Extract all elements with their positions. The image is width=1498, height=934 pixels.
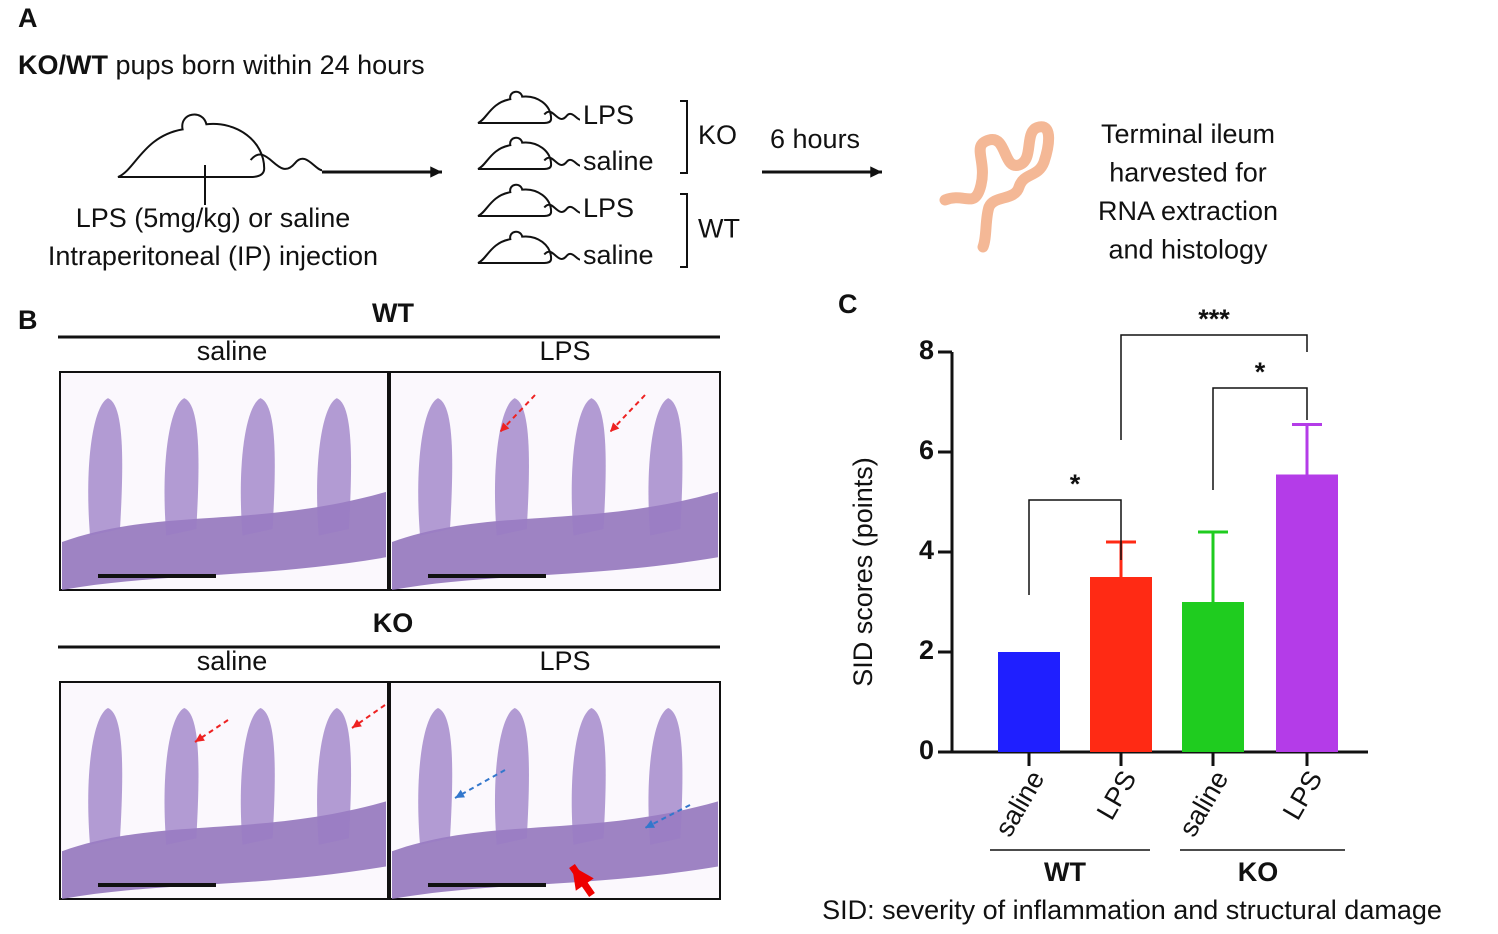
tissue	[62, 801, 386, 899]
significance-bracket	[1028, 499, 1122, 595]
villus	[571, 708, 606, 845]
treatment: LPS	[583, 100, 634, 130]
villus	[317, 398, 352, 536]
villus	[648, 398, 683, 536]
villus	[164, 398, 199, 536]
x-tick-label: saline	[989, 766, 1050, 842]
injection-text: LPS (5mg/kg) or saline	[76, 203, 351, 233]
bar	[1276, 474, 1338, 752]
footnote: SID: severity of inflammation and struct…	[822, 895, 1442, 925]
mouse-icon	[477, 136, 581, 170]
group-name: WT	[698, 214, 740, 244]
y-tick-label: 4	[919, 535, 934, 565]
y-tick-label: 6	[919, 435, 934, 465]
panel-label: B	[18, 305, 38, 335]
bar	[1090, 577, 1152, 752]
injury-arrow-head	[572, 866, 594, 891]
tissue	[62, 491, 386, 590]
injection-text: Intraperitoneal (IP) injection	[48, 241, 378, 271]
damage-arrow	[351, 704, 386, 729]
villus	[648, 708, 683, 845]
treatment: saline	[583, 240, 654, 270]
villus	[418, 708, 453, 845]
bracket	[680, 100, 688, 174]
condition-label: LPS	[539, 646, 590, 676]
genotype-label: KO	[373, 608, 414, 638]
group-label: KO	[1238, 857, 1279, 887]
villus	[317, 708, 352, 845]
villus	[240, 398, 275, 536]
significance-label: *	[1070, 469, 1081, 499]
villus	[88, 708, 123, 845]
significance-label: ***	[1198, 304, 1230, 334]
villus	[88, 398, 123, 536]
tissue	[392, 491, 718, 590]
arrow-head	[870, 166, 882, 178]
bracket	[680, 193, 688, 268]
y-axis-label: SID scores (points)	[848, 457, 878, 687]
protocol-title: KO/WT pups born within 24 hours	[18, 50, 425, 80]
significance-label: *	[1255, 357, 1266, 387]
bar	[1182, 602, 1244, 752]
title-bold: KO/WT	[18, 50, 108, 80]
damage-arrow-head	[195, 733, 205, 742]
mouse-icon	[477, 230, 581, 264]
significance-bracket	[1120, 334, 1308, 440]
mouse-icon	[477, 183, 581, 217]
epithelium-arrow-head	[645, 820, 655, 828]
x-tick-label: LPS	[1277, 766, 1329, 825]
group-label: WT	[1044, 857, 1086, 887]
y-tick-label: 0	[919, 735, 934, 765]
y-tick-label: 2	[919, 635, 934, 665]
mouse-icon	[477, 90, 581, 124]
harvest-text: RNA extraction	[1098, 196, 1278, 226]
bar	[998, 652, 1060, 752]
epithelium-arrow-head	[455, 789, 465, 798]
arrow-head	[430, 166, 442, 178]
time-label: 6 hours	[770, 124, 860, 154]
villus	[164, 708, 199, 845]
harvest-text: harvested for	[1109, 158, 1267, 188]
treatment: saline	[583, 146, 654, 176]
harvest-text: and histology	[1108, 235, 1268, 265]
x-tick-label: saline	[1173, 766, 1234, 842]
villus	[418, 398, 453, 536]
panel-label: A	[18, 3, 38, 33]
tissue	[392, 801, 718, 899]
y-tick-label: 8	[919, 335, 934, 365]
panel-label: C	[838, 289, 858, 319]
damage-arrow-head	[352, 719, 362, 728]
x-tick-label: LPS	[1091, 766, 1143, 825]
damage-arrow	[194, 719, 229, 743]
mouse-icon	[117, 113, 323, 178]
villus	[494, 398, 529, 536]
damage-arrow-head	[610, 422, 620, 432]
title-rest: pups born within 24 hours	[108, 50, 425, 80]
treatment: LPS	[583, 193, 634, 223]
condition-label: LPS	[539, 336, 590, 366]
condition-label: saline	[197, 336, 268, 366]
villus	[494, 708, 529, 845]
condition-label: saline	[197, 646, 268, 676]
ileum-icon	[939, 121, 1055, 253]
damage-arrow-head	[500, 422, 510, 432]
significance-bracket	[1212, 387, 1308, 490]
genotype-label: WT	[372, 298, 414, 328]
villus	[571, 398, 606, 536]
villus	[240, 708, 275, 845]
epithelium-arrow	[454, 769, 506, 799]
harvest-text: Terminal ileum	[1101, 119, 1275, 149]
group-name: KO	[698, 120, 737, 150]
